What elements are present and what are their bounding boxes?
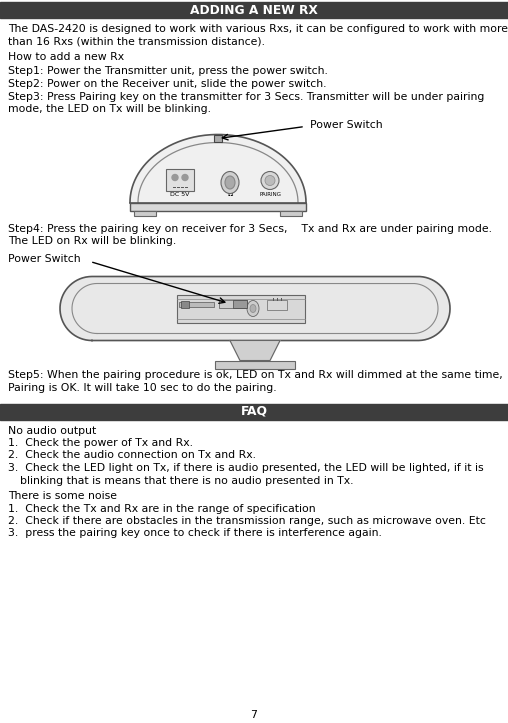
Text: 1.  Check the Tx and Rx are in the range of specification: 1. Check the Tx and Rx are in the range … bbox=[8, 503, 315, 513]
Polygon shape bbox=[130, 134, 306, 202]
Circle shape bbox=[261, 171, 279, 189]
Bar bbox=[134, 210, 156, 215]
Text: Step3: Press Pairing key on the transmitter for 3 Secs. Transmitter will be unde: Step3: Press Pairing key on the transmit… bbox=[8, 92, 484, 101]
Bar bbox=[219, 299, 247, 307]
Bar bbox=[177, 294, 305, 322]
Text: 1.  Check the power of Tx and Rx.: 1. Check the power of Tx and Rx. bbox=[8, 438, 193, 448]
Text: There is some noise: There is some noise bbox=[8, 491, 117, 501]
Bar bbox=[0, 2, 508, 18]
Text: Step2: Power on the Receiver unit, slide the power switch.: Step2: Power on the Receiver unit, slide… bbox=[8, 79, 327, 89]
Circle shape bbox=[265, 176, 275, 186]
Bar bbox=[179, 301, 214, 307]
Bar bbox=[280, 210, 302, 215]
Text: 7: 7 bbox=[250, 710, 258, 720]
Text: The DAS-2420 is designed to work with various Rxs, it can be configured to work : The DAS-2420 is designed to work with va… bbox=[8, 24, 508, 34]
Text: Step4: Press the pairing key on receiver for 3 Secs,    Tx and Rx are under pair: Step4: Press the pairing key on receiver… bbox=[8, 223, 492, 234]
Text: Step5: When the pairing procedure is ok, LED on Tx and Rx will dimmed at the sam: Step5: When the pairing procedure is ok,… bbox=[8, 370, 503, 380]
Ellipse shape bbox=[225, 176, 235, 189]
Text: Pairing is OK. It will take 10 sec to do the pairing.: Pairing is OK. It will take 10 sec to do… bbox=[8, 383, 277, 393]
Text: 3.  press the pairing key once to check if there is interference again.: 3. press the pairing key once to check i… bbox=[8, 529, 382, 539]
Bar bbox=[0, 403, 508, 419]
Circle shape bbox=[172, 174, 178, 181]
Bar bbox=[166, 168, 194, 190]
Bar bbox=[215, 361, 295, 369]
Bar bbox=[214, 134, 222, 142]
Polygon shape bbox=[230, 341, 280, 361]
Text: OFF  ON: OFF ON bbox=[220, 301, 238, 304]
Circle shape bbox=[182, 174, 188, 181]
Text: than 16 Rxs (within the transmission distance).: than 16 Rxs (within the transmission dis… bbox=[8, 36, 265, 46]
Text: No audio output: No audio output bbox=[8, 426, 96, 435]
Text: Power Switch: Power Switch bbox=[310, 121, 383, 130]
Text: blinking that is means that there is no audio presented in Tx.: blinking that is means that there is no … bbox=[20, 476, 354, 486]
Text: Step1: Power the Transmitter unit, press the power switch.: Step1: Power the Transmitter unit, press… bbox=[8, 67, 328, 77]
Text: FAQ: FAQ bbox=[240, 405, 268, 418]
Ellipse shape bbox=[247, 301, 259, 317]
Text: ADDING A NEW RX: ADDING A NEW RX bbox=[190, 4, 318, 17]
Text: Power Switch: Power Switch bbox=[8, 254, 81, 265]
Text: 2.  Check if there are obstacles in the transmission range, such as microwave ov: 2. Check if there are obstacles in the t… bbox=[8, 516, 486, 526]
Text: 2.  Check the audio connection on Tx and Rx.: 2. Check the audio connection on Tx and … bbox=[8, 450, 256, 461]
Text: DC 5V: DC 5V bbox=[270, 296, 284, 299]
Text: DC 5V: DC 5V bbox=[170, 192, 189, 197]
Bar bbox=[233, 299, 247, 307]
Text: The LED on Rx will be blinking.: The LED on Rx will be blinking. bbox=[8, 236, 176, 246]
Text: PAIRING: PAIRING bbox=[263, 296, 280, 299]
Bar bbox=[267, 299, 287, 309]
Bar bbox=[181, 301, 189, 307]
Text: How to add a new Rx: How to add a new Rx bbox=[8, 52, 124, 62]
Text: 3.  Check the LED light on Tx, if there is audio presented, the LED will be ligh: 3. Check the LED light on Tx, if there i… bbox=[8, 463, 484, 473]
Text: VOL: VOL bbox=[179, 296, 189, 301]
Ellipse shape bbox=[221, 171, 239, 194]
Ellipse shape bbox=[250, 304, 256, 312]
Text: Ω: Ω bbox=[227, 192, 233, 197]
Text: mode, the LED on Tx will be blinking.: mode, the LED on Tx will be blinking. bbox=[8, 104, 211, 114]
Text: PAIRING: PAIRING bbox=[259, 192, 281, 197]
Polygon shape bbox=[60, 276, 450, 341]
Bar bbox=[130, 202, 306, 210]
